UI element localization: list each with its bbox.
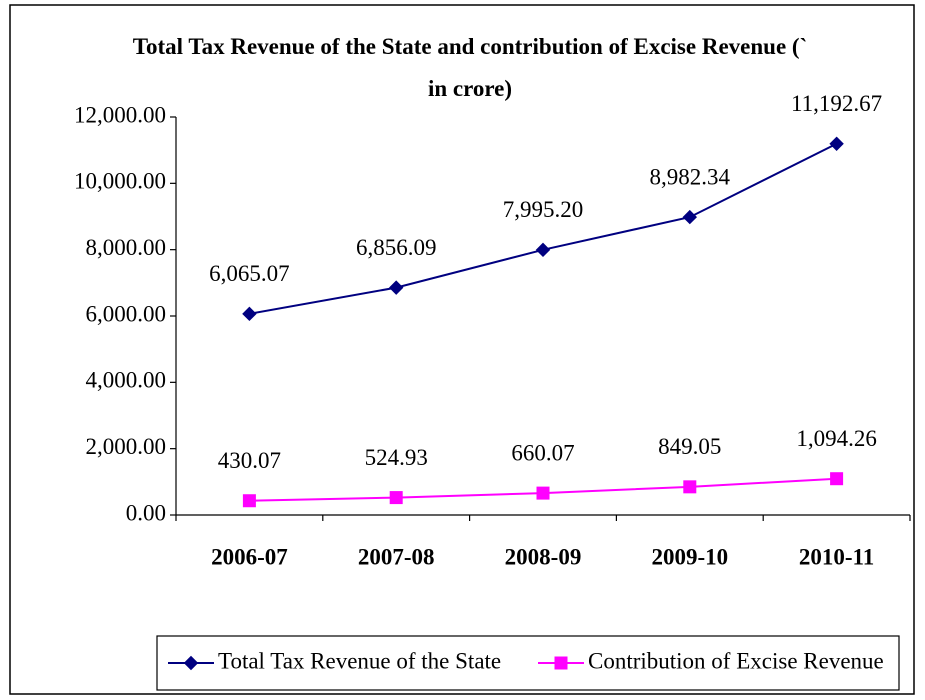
data-label: 1,094.26 xyxy=(796,426,877,451)
legend-marker xyxy=(183,655,199,671)
data-point xyxy=(535,242,551,258)
data-label: 6,065.07 xyxy=(209,261,290,286)
legend-box xyxy=(156,635,900,691)
data-point xyxy=(829,136,844,151)
data-label: 660.07 xyxy=(511,440,574,465)
data-label: 849.05 xyxy=(658,434,721,459)
legend-label: Contribution of Excise Revenue xyxy=(588,648,884,673)
y-tick-label: 8,000.00 xyxy=(86,235,167,260)
data-point xyxy=(830,472,844,486)
data-label: 7,995.20 xyxy=(503,197,584,222)
data-point xyxy=(388,280,404,295)
data-point xyxy=(536,486,550,500)
data-point xyxy=(242,494,256,508)
data-label: 430.07 xyxy=(218,448,281,473)
chart-title: Total Tax Revenue of the State and contr… xyxy=(132,34,808,101)
data-point xyxy=(389,491,403,505)
x-tick-label: 2007-08 xyxy=(358,544,435,569)
data-label: 8,982.34 xyxy=(650,164,731,189)
data-point xyxy=(242,306,257,322)
x-tick-label: 2006-07 xyxy=(211,544,288,569)
y-tick-label: 2,000.00 xyxy=(86,434,167,459)
chart-frame xyxy=(9,4,915,695)
x-tick-label: 2008-09 xyxy=(505,544,582,569)
data-label: 11,192.67 xyxy=(791,91,882,116)
data-label: 6,856.09 xyxy=(356,235,437,260)
y-tick-label: 12,000.00 xyxy=(74,102,166,127)
y-tick-label: 6,000.00 xyxy=(86,301,167,326)
y-tick-label: 4,000.00 xyxy=(86,368,167,393)
data-point xyxy=(682,209,698,225)
y-tick-label: 0.00 xyxy=(126,500,166,525)
data-point xyxy=(683,480,697,494)
legend-marker xyxy=(554,656,568,670)
y-tick-label: 10,000.00 xyxy=(74,169,166,194)
x-tick-label: 2009-10 xyxy=(651,544,728,569)
legend-label: Total Tax Revenue of the State xyxy=(218,648,501,673)
x-tick-label: 2010-11 xyxy=(799,544,874,569)
data-label: 524.93 xyxy=(365,445,428,470)
